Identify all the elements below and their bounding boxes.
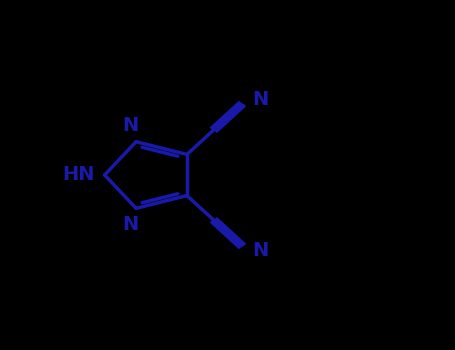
Text: N: N xyxy=(253,91,269,110)
Text: N: N xyxy=(122,117,139,135)
Text: N: N xyxy=(253,240,269,259)
Text: N: N xyxy=(122,215,139,233)
Text: HN: HN xyxy=(62,166,95,184)
